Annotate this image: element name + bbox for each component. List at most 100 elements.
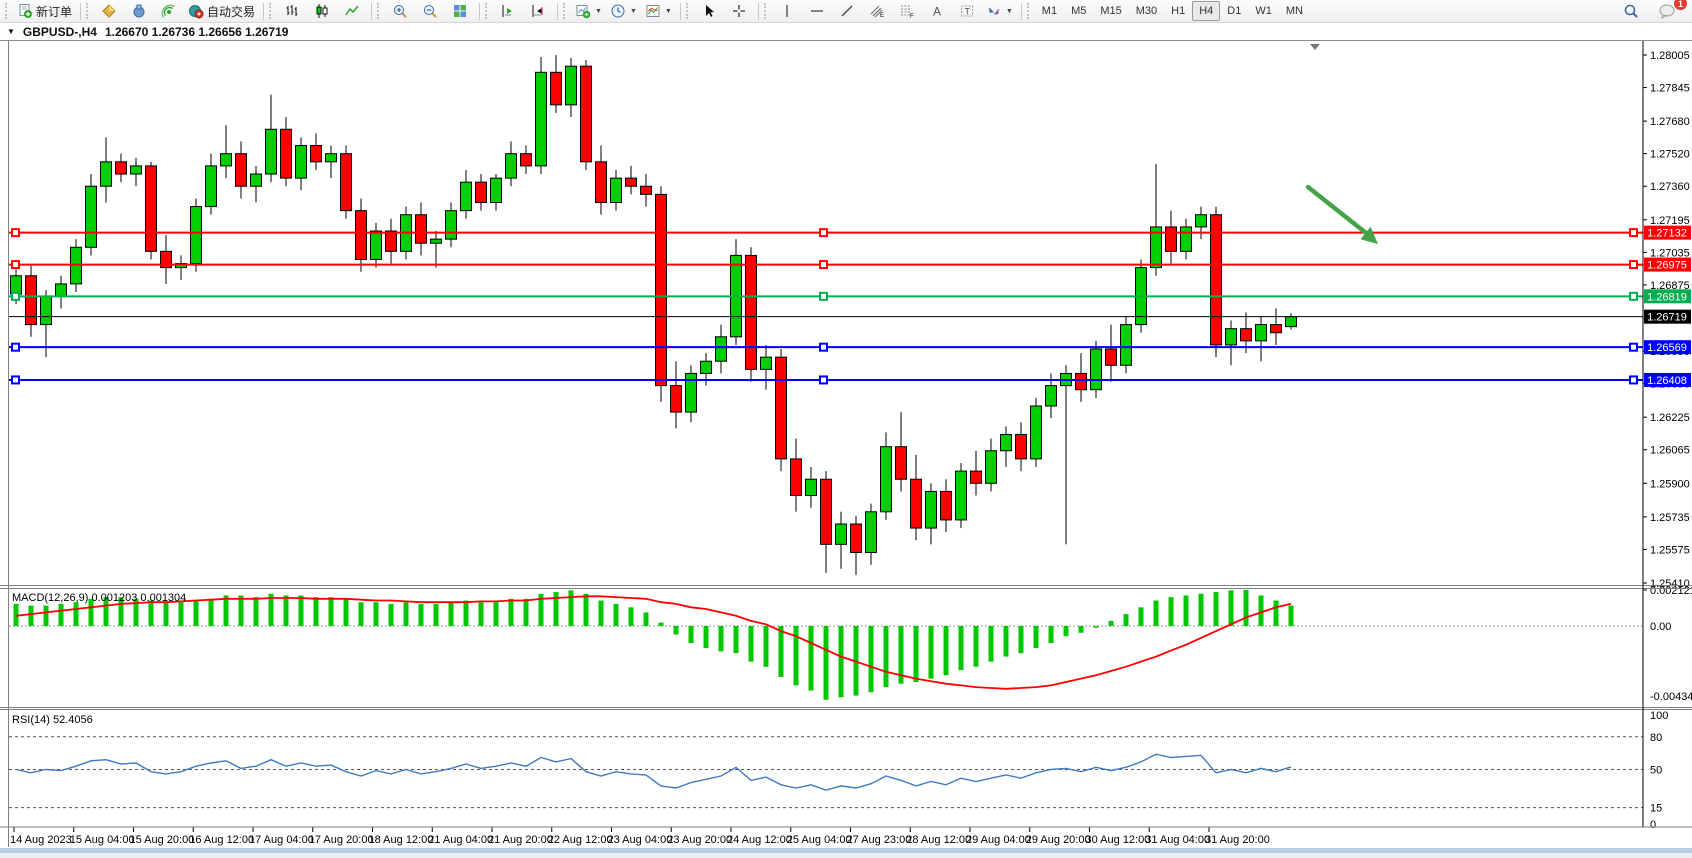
price-tick-label: 1.25900 <box>1650 478 1690 490</box>
time-axis-label: 27 Aug 23:00 <box>847 834 912 846</box>
text-button[interactable]: A <box>922 0 952 22</box>
price-tick-label: 1.25735 <box>1650 512 1690 524</box>
svg-text:F: F <box>910 14 914 20</box>
hline-handle[interactable] <box>1629 342 1638 352</box>
profiles-button[interactable]: ▼ <box>606 0 641 22</box>
toolbar-separator <box>679 2 681 20</box>
timeframe-group: M1 M5 M15 M30 H1 H4 D1 W1 MN <box>1035 1 1310 21</box>
autotrading-icon <box>188 3 204 19</box>
fibonacci-button[interactable]: F <box>892 0 922 22</box>
trendline-button[interactable] <box>832 0 862 22</box>
macd-min-label: -0.004348 <box>1650 691 1692 703</box>
hline-handle[interactable] <box>11 291 20 301</box>
templates-button[interactable]: ▼ <box>641 0 676 22</box>
timeframe-h4-button[interactable]: H4 <box>1192 1 1221 21</box>
arrow-object-head[interactable] <box>1360 226 1379 244</box>
toolbar-gripper <box>377 3 382 19</box>
toolbar-group: E F A T ▼ <box>772 0 1017 22</box>
hline-handle[interactable] <box>819 342 828 352</box>
timeframe-mn-button[interactable]: MN <box>1285 5 1303 17</box>
signals-button[interactable] <box>154 0 184 22</box>
time-axis-label: 21 Aug 20:00 <box>488 834 553 846</box>
line-chart-icon <box>344 3 360 19</box>
price-badge-1.26975 <box>1644 257 1691 272</box>
hline-icon <box>809 3 825 19</box>
svg-text:A: A <box>933 5 941 19</box>
hline-handle[interactable] <box>11 260 20 270</box>
toolbar-separator <box>80 2 82 20</box>
chart-canvas[interactable]: 1.28005 1.27845 1.27680 1.27520 1.27360 1.271… <box>0 41 1692 853</box>
vline-icon <box>779 3 795 19</box>
hline-handle[interactable] <box>1629 291 1638 301</box>
timeframe-d1-button[interactable]: D1 <box>1227 5 1242 17</box>
main-toolbar: 新订单 自动交易 ▼ ▼ ▼ E F A T ▼ M1 M5 M15 M30 H1 H4 D1 W1 MN 1 <box>0 0 1692 23</box>
strategy-tester-button[interactable] <box>124 0 154 22</box>
time-axis-label: 18 Aug 12:00 <box>369 834 434 846</box>
hline-handle[interactable] <box>1629 375 1638 385</box>
toolbar-gripper <box>763 3 769 19</box>
price-tick-label: 1.26875 <box>1650 280 1690 292</box>
price-badge-1.26408 <box>1644 372 1691 387</box>
hline-handle[interactable] <box>11 375 20 385</box>
hline-handle[interactable] <box>1629 260 1638 270</box>
price-tick-label: 1.27195 <box>1650 215 1690 227</box>
new-order-button[interactable]: 新订单 <box>13 0 76 22</box>
tile-windows-button[interactable] <box>445 0 475 22</box>
time-axis-label: 31 Aug 04:00 <box>1145 834 1210 846</box>
candle-chart-button[interactable] <box>307 0 337 22</box>
hline-handle[interactable] <box>11 228 20 238</box>
text-label-button[interactable]: T <box>952 0 982 22</box>
search-button[interactable] <box>1616 0 1646 22</box>
timeframe-w1-button[interactable]: W1 <box>1255 5 1272 17</box>
time-axis-label: 29 Aug 20:00 <box>1026 834 1091 846</box>
hline-handle[interactable] <box>11 342 20 352</box>
line-chart-button[interactable] <box>337 0 367 22</box>
bar-chart-button[interactable] <box>277 0 307 22</box>
zoom-in-button[interactable] <box>385 0 415 22</box>
horizontal-line-button[interactable] <box>802 0 832 22</box>
hline-handle[interactable] <box>819 375 828 385</box>
metaeditor-button[interactable] <box>94 0 124 22</box>
hline-handle[interactable] <box>819 260 828 270</box>
dropdown-arrow-icon[interactable]: ▼ <box>595 7 602 15</box>
auto-scroll-button[interactable] <box>493 0 523 22</box>
price-tick-label: 1.27520 <box>1650 149 1690 161</box>
chart-shift-marker[interactable] <box>1310 44 1320 50</box>
timeframe-m30-button[interactable]: M30 <box>1135 5 1158 17</box>
arrow-object-line[interactable] <box>1305 184 1369 236</box>
symbol-collapse-icon[interactable]: ▼ <box>7 27 15 36</box>
price-tick-label: 1.26065 <box>1650 445 1690 457</box>
current-price-badge <box>1644 309 1691 324</box>
dropdown-arrow-icon[interactable]: ▼ <box>629 7 637 15</box>
timeframe-h1-button[interactable]: H1 <box>1171 5 1186 17</box>
hline-handle[interactable] <box>1629 228 1638 238</box>
bar-chart-icon <box>284 3 300 19</box>
vertical-line-button[interactable] <box>772 0 802 22</box>
macd-histogram <box>13 590 1294 700</box>
cursor-button[interactable] <box>694 0 724 22</box>
dropdown-arrow-icon[interactable]: ▼ <box>664 7 672 15</box>
crosshair-button[interactable] <box>724 0 754 22</box>
timeframe-m1-button[interactable]: M1 <box>1041 5 1058 17</box>
zoom-out-button[interactable] <box>415 0 445 22</box>
hline-handle[interactable] <box>819 291 828 301</box>
arrows-button[interactable]: ▼ <box>982 0 1017 22</box>
new-chart-icon <box>575 3 591 19</box>
rsi-level-label: 100 <box>1650 710 1668 722</box>
autotrading-button[interactable]: 自动交易 <box>184 0 259 22</box>
candle-chart-icon <box>314 3 330 19</box>
toolbar-group <box>385 0 475 22</box>
toolbar-separator <box>479 2 481 20</box>
timeframe-m15-button[interactable]: M15 <box>1100 5 1122 17</box>
strategy-tester-icon <box>131 3 147 19</box>
toolbar-gripper <box>269 3 274 19</box>
notifications-button[interactable]: 1 <box>1652 0 1687 22</box>
price-tick-label: 1.25575 <box>1650 544 1690 556</box>
equidistant-channel-button[interactable]: E <box>862 0 892 22</box>
hline-handle[interactable] <box>819 228 828 238</box>
new-chart-button[interactable]: ▼ <box>571 0 606 22</box>
timeframe-m5-button[interactable]: M5 <box>1071 5 1087 17</box>
dropdown-arrow-icon[interactable]: ▼ <box>1005 7 1013 15</box>
current-price-badge-label: 1.26719 <box>1647 312 1687 324</box>
chart-shift-button[interactable] <box>523 0 553 22</box>
